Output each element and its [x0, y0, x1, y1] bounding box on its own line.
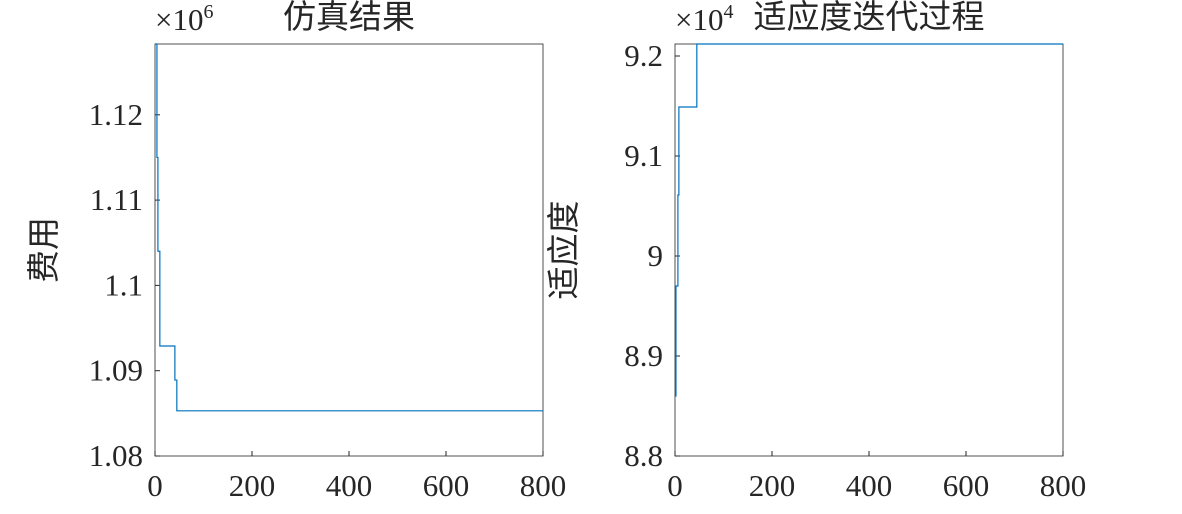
y-tick-label: 9.1 — [624, 138, 663, 173]
x-tick-label: 800 — [1040, 468, 1087, 503]
y-axis-label: 费用 — [26, 217, 63, 283]
y-tick-label: 8.9 — [624, 338, 663, 373]
y-tick-label: 9.2 — [624, 38, 663, 73]
line — [675, 43, 1063, 397]
y-multiplier-power: 6 — [203, 1, 213, 23]
y-tick-label: 8.8 — [624, 438, 663, 473]
y-axis-label: 适应度 — [546, 201, 583, 300]
axes-box — [674, 43, 1064, 457]
axes: 1.08 1.09 1.1 1.11 1.12 0 200 400 600 800 ×106 仿真结果… — [26, 0, 566, 503]
y-multiplier: ×104 — [675, 1, 733, 37]
x-tick-label: 0 — [147, 468, 163, 503]
x-tick-label: 600 — [943, 468, 990, 503]
y-tick-label: 1.11 — [90, 182, 143, 217]
x-tick-label: 400 — [846, 468, 893, 503]
x-tick-label: 400 — [326, 468, 373, 503]
y-tick-label: 1.08 — [89, 438, 143, 473]
chart-title: 仿真结果 — [283, 0, 415, 36]
y-tick-label: 1.12 — [89, 97, 143, 132]
y-multiplier: ×106 — [155, 1, 213, 37]
x-tick-label: 800 — [520, 468, 567, 503]
y-multiplier-base: ×10 — [675, 2, 723, 37]
x-tick-label: 200 — [229, 468, 276, 503]
chart-title: 适应度迭代过程 — [754, 0, 985, 36]
x-tick-label: 200 — [749, 468, 796, 503]
axes-box — [154, 43, 544, 457]
y-multiplier-base: ×10 — [155, 2, 203, 37]
x-tick-label: 600 — [423, 468, 470, 503]
line — [155, 43, 543, 412]
x-tick-label: 0 — [667, 468, 683, 503]
y-tick-label: 9 — [648, 238, 664, 273]
y-multiplier-power: 4 — [723, 1, 733, 23]
y-tick-label: 1.1 — [104, 267, 143, 302]
y-tick-label: 1.09 — [89, 353, 143, 388]
